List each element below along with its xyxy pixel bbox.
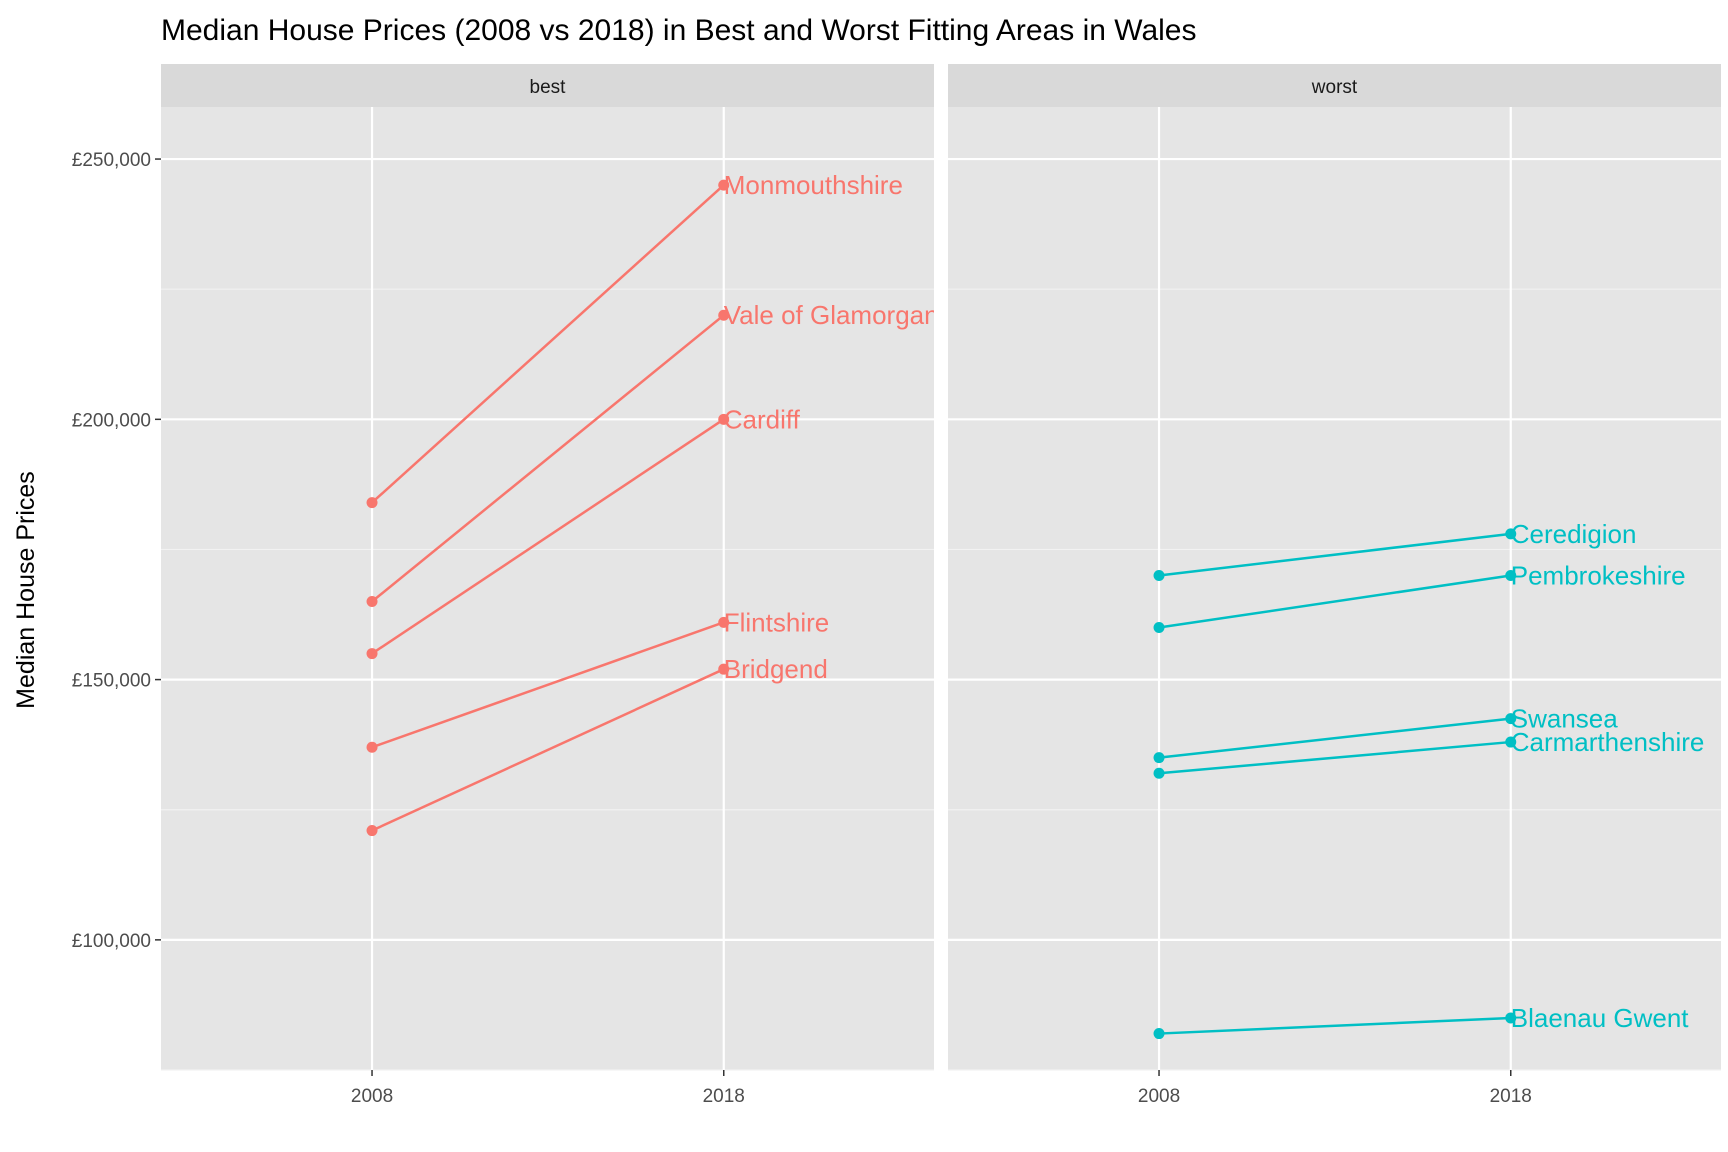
series-line <box>1158 574 1511 629</box>
data-point <box>1505 1012 1517 1024</box>
panel-worst: worst 2008 2018 Ceredigion Pembrokeshire Swan… <box>948 64 1721 1107</box>
series-flintshire: Flintshire <box>366 607 829 753</box>
series-label: Blaenau Gwent <box>1511 1003 1690 1033</box>
data-point <box>1505 736 1517 748</box>
x-tick-label: 2008 <box>351 1086 393 1107</box>
series-line <box>371 184 725 504</box>
series-swansea: Swansea <box>1153 704 1618 764</box>
data-point <box>366 741 378 753</box>
series-line <box>371 668 725 832</box>
series-line <box>1158 532 1511 577</box>
data-point <box>718 179 730 191</box>
data-point <box>718 663 730 675</box>
chart-title: Median House Prices (2008 vs 2018) in Be… <box>161 14 1196 47</box>
series-line <box>1158 1016 1511 1035</box>
data-point <box>718 309 730 321</box>
series-pembrokeshire: Pembrokeshire <box>1153 560 1686 634</box>
series-label: Flintshire <box>724 607 829 637</box>
panel-background <box>161 107 934 1070</box>
series-bridgend: Bridgend <box>366 654 828 837</box>
data-point <box>718 616 730 628</box>
data-point <box>1153 1028 1165 1040</box>
series-cardiff: Cardiff <box>366 404 801 660</box>
data-point <box>366 825 378 837</box>
series-label: Cardiff <box>724 404 801 434</box>
series-line <box>1158 717 1511 759</box>
data-point <box>1153 752 1165 764</box>
facet-strip <box>948 64 1721 107</box>
x-tick-label: 2018 <box>1490 1086 1532 1107</box>
data-point <box>718 413 730 425</box>
series-label: Monmouthshire <box>724 170 903 200</box>
x-tick-label: 2008 <box>1138 1086 1180 1107</box>
y-tick-label: £250,000 <box>72 150 151 171</box>
data-point <box>366 648 378 660</box>
series-label: Ceredigion <box>1511 519 1637 549</box>
panel-background <box>948 107 1721 1070</box>
series-label: Swansea <box>1511 704 1618 734</box>
series-line <box>371 621 725 749</box>
data-point <box>1505 569 1517 581</box>
data-point <box>366 596 378 608</box>
series-ceredigion: Ceredigion <box>1153 519 1637 581</box>
panel-best: best 2008 2018 Monmouthshire Vale of Glamorg… <box>161 64 939 1107</box>
data-point <box>1505 528 1517 540</box>
series-carmarthenshire: Carmarthenshire <box>1153 727 1705 779</box>
series-line <box>1158 740 1511 775</box>
data-point <box>1505 713 1517 725</box>
series-blaenau-gwent: Blaenau Gwent <box>1153 1003 1690 1040</box>
series-monmouthshire: Monmouthshire <box>366 170 903 509</box>
panels: £100,000 £150,000 £200,000 £250,000 best 2008… <box>72 64 1721 1107</box>
data-point <box>1153 767 1165 779</box>
data-point <box>366 497 378 509</box>
series-line <box>371 418 725 655</box>
series-label: Pembrokeshire <box>1511 560 1686 590</box>
data-point <box>1153 569 1165 581</box>
series-label: Bridgend <box>724 654 828 684</box>
y-tick-label: £200,000 <box>72 410 151 431</box>
facet-strip-label: worst <box>1311 77 1358 98</box>
x-tick-label: 2018 <box>703 1086 745 1107</box>
y-tick-label: £150,000 <box>72 671 151 692</box>
series-label: Vale of Glamorgan <box>724 300 939 330</box>
facet-strip-label: best <box>530 77 567 98</box>
series-line <box>371 314 725 603</box>
y-axis-title: Median House Prices <box>12 471 40 709</box>
series-vale-of-glamorgan: Vale of Glamorgan <box>366 300 939 608</box>
series-label: Carmarthenshire <box>1511 727 1705 757</box>
data-point <box>1153 622 1165 634</box>
facet-strip <box>161 64 934 107</box>
y-tick-label: £100,000 <box>72 931 151 952</box>
